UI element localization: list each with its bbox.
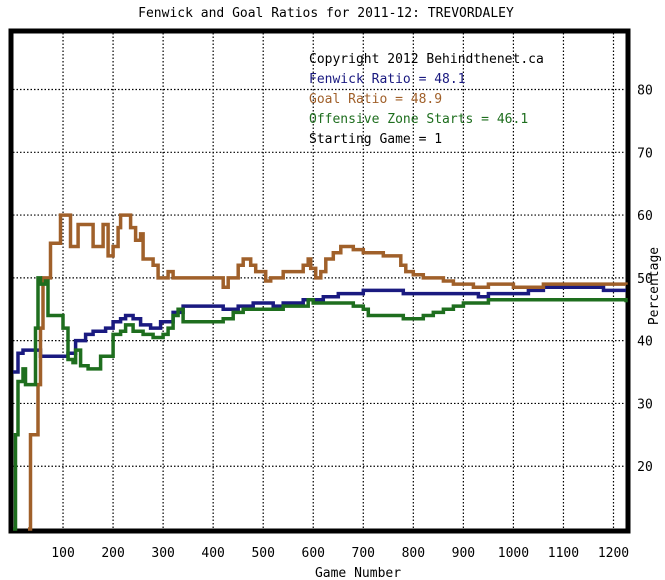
legend-fenwick-ratio: Fenwick Ratio = 48.1 bbox=[309, 72, 466, 87]
legend-goal-ratio: Goal Ratio = 48.9 bbox=[309, 92, 442, 107]
x-tick-label-1000: 1000 bbox=[498, 546, 529, 561]
y-tick-label-40: 40 bbox=[637, 335, 653, 350]
y-tick-label-80: 80 bbox=[637, 84, 653, 99]
y-tick-label-50: 50 bbox=[637, 272, 653, 287]
x-tick-label-100: 100 bbox=[51, 546, 74, 561]
x-tick-label-900: 900 bbox=[452, 546, 475, 561]
x-tick-label-400: 400 bbox=[201, 546, 224, 561]
legend-offensive-zone-starts: Offensive Zone Starts = 46.1 bbox=[309, 112, 528, 127]
x-tick-labels: 100 200 300 400 500 600 700 800 900 1000 1100 1200 bbox=[51, 546, 629, 561]
series-line-offensive-zone-starts bbox=[13, 276, 628, 531]
grid bbox=[13, 33, 626, 529]
series-line-goal-ratio bbox=[28, 213, 628, 531]
x-tick-label-200: 200 bbox=[101, 546, 124, 561]
series-lines bbox=[13, 213, 628, 531]
x-tick-label-500: 500 bbox=[251, 546, 274, 561]
plot-frame bbox=[8, 28, 631, 534]
x-tick-label-1100: 1100 bbox=[548, 546, 579, 561]
legend: Copyright 2012 Behindthenet.ca Fenwick R… bbox=[309, 52, 544, 147]
y-tick-label-70: 70 bbox=[637, 146, 653, 161]
legend-copyright: Copyright 2012 Behindthenet.ca bbox=[309, 52, 544, 67]
y-tick-label-20: 20 bbox=[637, 460, 653, 475]
x-tick-label-800: 800 bbox=[402, 546, 425, 561]
chart-title: Fenwick and Goal Ratios for 2011-12: TRE… bbox=[138, 6, 514, 21]
x-tick-label-300: 300 bbox=[151, 546, 174, 561]
plot-frame-group bbox=[8, 28, 631, 534]
x-axis-label: Game Number bbox=[315, 566, 401, 580]
x-tick-label-1200: 1200 bbox=[598, 546, 629, 561]
legend-starting-game: Starting Game = 1 bbox=[309, 132, 442, 147]
y-tick-labels: 20 30 40 50 60 70 80 bbox=[637, 84, 653, 476]
x-tick-label-700: 700 bbox=[352, 546, 375, 561]
y-tick-label-60: 60 bbox=[637, 209, 653, 224]
series-line-fenwick-ratio bbox=[13, 285, 626, 374]
y-axis-label: Percentage bbox=[647, 247, 662, 325]
y-tick-label-30: 30 bbox=[637, 397, 653, 412]
x-tick-label-600: 600 bbox=[302, 546, 325, 561]
